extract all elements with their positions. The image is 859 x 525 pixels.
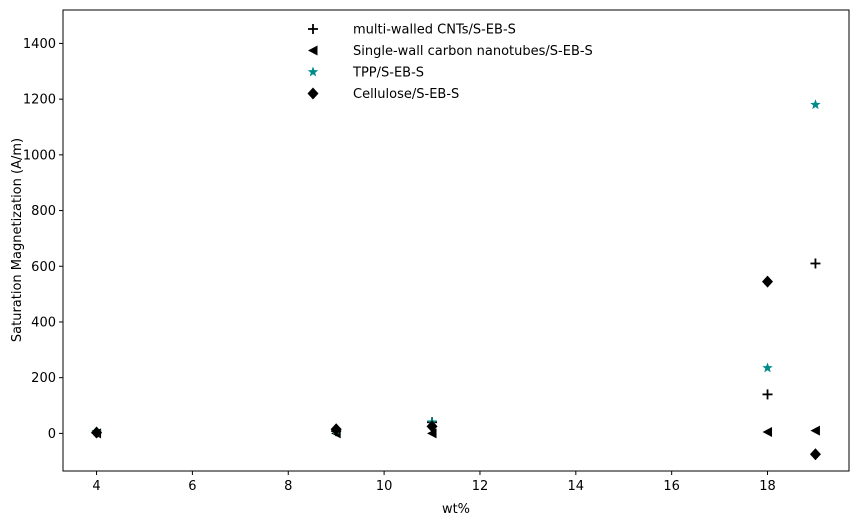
- data-point: [810, 425, 820, 436]
- data-point: [762, 389, 773, 400]
- data-points: [91, 99, 821, 461]
- data-point: [91, 426, 103, 439]
- legend-marker: [308, 24, 318, 34]
- y-axis-label: Saturation Magnetization (A/m): [10, 138, 25, 342]
- legend-marker: [308, 45, 318, 56]
- x-tick-label: 10: [376, 479, 393, 494]
- y-tick-label: 800: [31, 204, 56, 219]
- legend: multi-walled CNTs/S-EB-S Single-wall carb…: [307, 23, 593, 102]
- y-tick-label: 600: [31, 260, 56, 275]
- data-point: [427, 428, 437, 439]
- y-tick-label: 0: [48, 427, 56, 442]
- y-tick-label: 1200: [23, 93, 56, 108]
- plot-frame: [62, 9, 850, 472]
- legend-marker: [307, 87, 319, 100]
- x-tick-label: 16: [663, 479, 680, 494]
- legend-label: multi-walled CNTs/S-EB-S: [353, 23, 516, 38]
- data-point: [810, 258, 821, 269]
- legend-label: Cellulose/S-EB-S: [353, 87, 459, 102]
- legend-label: TPP/S-EB-S: [352, 66, 424, 81]
- data-point: [762, 427, 773, 438]
- x-tick-label: 12: [472, 479, 489, 494]
- data-point: [330, 423, 342, 436]
- data-point: [809, 448, 821, 461]
- y-tick-label: 400: [31, 315, 56, 330]
- y-tick-label: 1400: [23, 37, 56, 52]
- data-point: [762, 362, 773, 373]
- data-point: [426, 420, 438, 433]
- legend-marker: [307, 66, 319, 77]
- data-point: [810, 99, 821, 110]
- x-tick-label: 8: [284, 479, 292, 494]
- x-tick-label: 4: [92, 479, 100, 494]
- legend-label: Single-wall carbon nanotubes/S-EB-S: [353, 44, 593, 59]
- y-axis-ticks: 0 200 400 600 800 1000 1200 1400: [23, 37, 63, 442]
- x-axis-label: wt%: [442, 502, 470, 517]
- data-point: [762, 275, 774, 288]
- y-tick-label: 1000: [23, 148, 56, 163]
- x-tick-label: 14: [568, 479, 585, 494]
- x-tick-label: 6: [188, 479, 196, 494]
- x-axis-ticks: 4 6 8 10 12 14 16 18: [92, 471, 776, 494]
- x-tick-label: 18: [759, 479, 776, 494]
- y-tick-label: 200: [31, 371, 56, 386]
